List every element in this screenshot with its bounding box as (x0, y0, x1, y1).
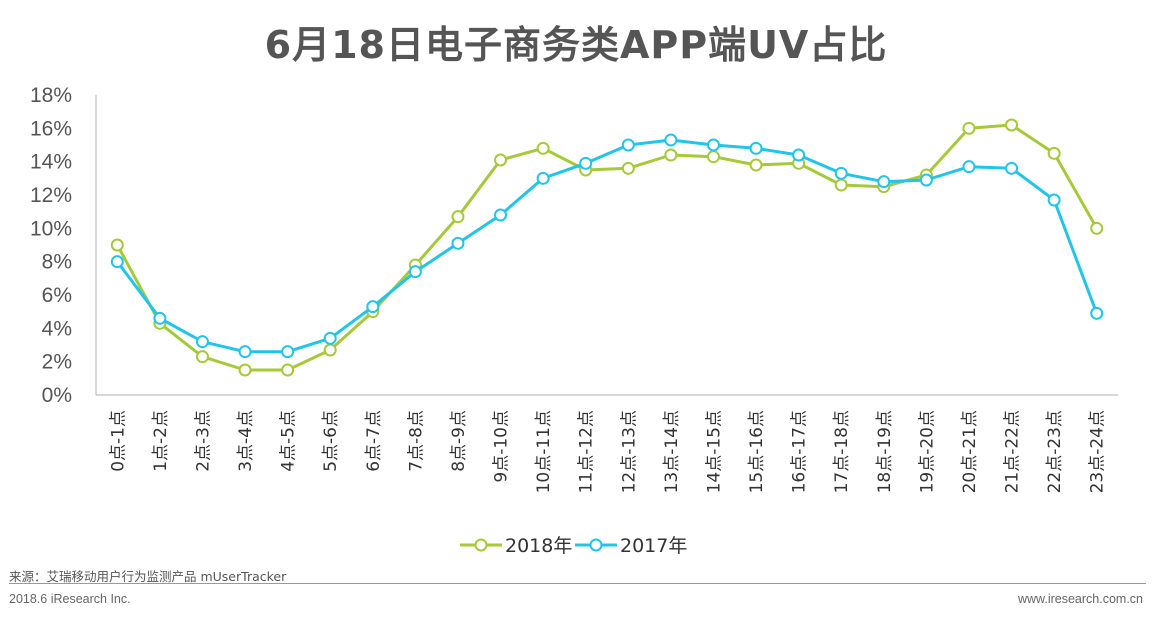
legend-label: 2017年 (620, 535, 687, 557)
x-tick-label: 13点-14点 (662, 410, 682, 493)
footer-divider (9, 583, 1146, 584)
y-tick-label: 12% (30, 184, 72, 207)
data-point (834, 178, 848, 192)
data-point (494, 208, 508, 222)
data-point (238, 363, 252, 377)
x-tick-label: 16点-17点 (790, 410, 810, 493)
x-tick-label: 12点-13点 (619, 410, 639, 493)
data-point (1090, 306, 1104, 320)
source-note: 来源：艾瑞移动用户行为监测产品 mUserTracker (9, 569, 287, 584)
data-point (834, 166, 848, 180)
series-line (116, 138, 1099, 354)
data-point (962, 121, 976, 135)
data-point (195, 350, 209, 364)
y-tick-label: 18% (30, 84, 72, 107)
y-tick-label: 10% (30, 217, 72, 240)
data-point (323, 343, 337, 357)
data-point (962, 160, 976, 174)
data-point (1047, 193, 1061, 207)
x-tick-label: 18点-19点 (875, 410, 895, 493)
x-tick-label: 14点-15点 (704, 410, 724, 493)
data-point (494, 153, 508, 167)
data-point (238, 345, 252, 359)
data-point (706, 150, 720, 164)
series-group (110, 118, 1104, 377)
data-point (451, 236, 465, 250)
website-link[interactable]: www.iresearch.com.cn (1017, 592, 1143, 606)
data-point (1047, 146, 1061, 160)
x-tick-label: 7点-8点 (406, 410, 426, 472)
x-tick-label: 10点-11点 (534, 410, 554, 493)
legend-label: 2018年 (505, 535, 572, 557)
data-point (621, 138, 635, 152)
data-point (195, 335, 209, 349)
x-tick-label: 6点-7点 (364, 410, 384, 472)
data-point (366, 300, 380, 314)
data-point (1005, 161, 1019, 175)
data-point (877, 175, 891, 189)
data-point (408, 265, 422, 279)
y-tick-labels: 0% 2% 4% 6% 8% 10% 12% 14% 16% 18% (30, 84, 72, 407)
data-point (792, 148, 806, 162)
y-tick-label: 14% (30, 151, 72, 174)
data-point (749, 158, 763, 172)
data-point (919, 173, 933, 187)
x-tick-label: 8点-9点 (449, 410, 469, 472)
x-tick-label: 9点-10点 (492, 410, 512, 483)
x-tick-label: 5点-6点 (321, 410, 341, 472)
x-tick-label: 11点-12点 (577, 410, 597, 493)
data-point (323, 331, 337, 345)
y-tick-label: 8% (42, 251, 72, 274)
data-point (664, 133, 678, 147)
copyright-text: 2018.6 iResearch Inc. (9, 592, 131, 606)
x-tick-labels: 0点-1点 1点-2点 2点-3点 3点-4点 4点-5点 5点-6点 6点-7点 7点-8点… (108, 410, 1107, 493)
data-point (536, 171, 550, 185)
x-tick-label: 22点-23点 (1045, 410, 1065, 493)
y-tick-label: 6% (42, 284, 72, 307)
data-point (281, 363, 295, 377)
data-point (706, 138, 720, 152)
y-tick-label: 0% (42, 384, 72, 407)
series-2 (110, 133, 1104, 359)
data-point (110, 238, 124, 252)
y-tick-label: 4% (42, 317, 72, 340)
data-point (579, 156, 593, 170)
legend: 2018年 2017年 (460, 535, 687, 557)
x-tick-label: 0点-1点 (108, 410, 128, 472)
y-tick-label: 16% (30, 117, 72, 140)
x-tick-label: 21点-22点 (1003, 410, 1023, 493)
data-point (110, 255, 124, 269)
data-point (664, 148, 678, 162)
legend-swatch-marker (474, 538, 488, 552)
x-tick-label: 4点-5点 (279, 410, 299, 472)
data-point (281, 345, 295, 359)
x-tick-label: 20点-21点 (960, 410, 980, 493)
data-point (749, 141, 763, 155)
legend-swatch-marker (589, 538, 603, 552)
data-point (621, 161, 635, 175)
series-1 (110, 118, 1104, 377)
y-tick-label: 2% (42, 351, 72, 374)
data-point (451, 210, 465, 224)
axes (95, 95, 1118, 396)
data-point (153, 311, 167, 325)
x-tick-label: 2点-3点 (193, 410, 213, 472)
x-tick-label: 23点-24点 (1088, 410, 1108, 493)
x-tick-label: 19点-20点 (917, 410, 937, 493)
data-point (1005, 118, 1019, 132)
data-point (1090, 221, 1104, 235)
x-tick-label: 3点-4点 (236, 410, 256, 472)
x-tick-label: 15点-16点 (747, 410, 767, 493)
series-line (115, 123, 1099, 372)
x-tick-label: 17点-18点 (832, 410, 852, 493)
data-point (536, 141, 550, 155)
x-tick-label: 1点-2点 (151, 410, 171, 472)
chart-title: 6月18日电子商务类APP端UV占比 (264, 23, 888, 67)
